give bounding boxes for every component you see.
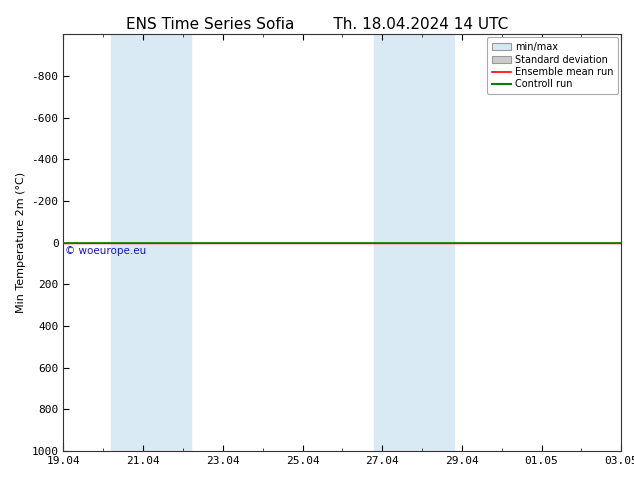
Bar [111,34,191,451]
Bar [374,34,454,451]
Text: ENS Time Series Sofia        Th. 18.04.2024 14 UTC: ENS Time Series Sofia Th. 18.04.2024 14 … [126,17,508,32]
Text: © woeurope.eu: © woeurope.eu [65,245,146,256]
Y-axis label: Min Temperature 2m (°C): Min Temperature 2m (°C) [16,172,26,313]
Legend: min/max, Standard deviation, Ensemble mean run, Controll run: min/max, Standard deviation, Ensemble me… [487,37,618,94]
